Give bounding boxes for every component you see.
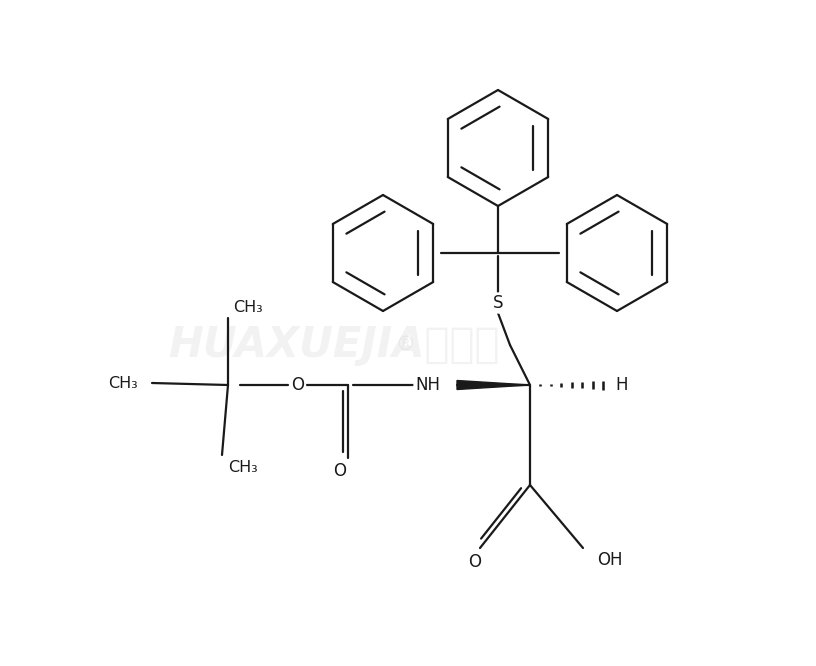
- Text: 化学加: 化学加: [410, 324, 499, 366]
- Text: O: O: [334, 462, 347, 480]
- Text: OH: OH: [597, 551, 623, 569]
- Text: CH₃: CH₃: [228, 460, 258, 474]
- Text: O: O: [291, 376, 304, 394]
- Text: NH: NH: [415, 376, 440, 394]
- Text: CH₃: CH₃: [109, 376, 138, 390]
- Text: HUAXUEJIA: HUAXUEJIA: [168, 324, 424, 366]
- Text: S: S: [493, 294, 503, 312]
- Text: O: O: [468, 553, 481, 571]
- Text: ®: ®: [395, 336, 415, 354]
- Text: H: H: [615, 376, 628, 394]
- Text: CH₃: CH₃: [233, 300, 263, 314]
- Polygon shape: [457, 380, 530, 390]
